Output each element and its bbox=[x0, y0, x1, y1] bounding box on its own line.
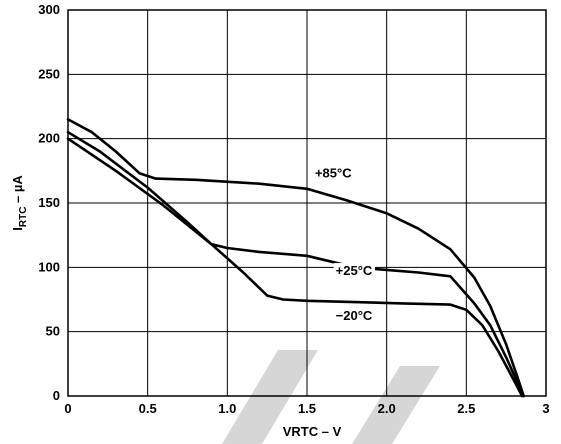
x-tick-label: 2.5 bbox=[457, 401, 475, 416]
series-line bbox=[66, 118, 525, 398]
y-tick-label: 100 bbox=[38, 259, 60, 274]
x-tick-label: 1.0 bbox=[218, 401, 236, 416]
series-label: −20°C bbox=[336, 308, 373, 323]
y-tick-label: 200 bbox=[38, 131, 60, 146]
plot-frame bbox=[67, 9, 547, 397]
x-axis-title: VRTC – V bbox=[283, 424, 342, 439]
grid bbox=[68, 10, 546, 396]
tick-labels: 0 0.5 1.0 1.5 2.0 2.5 3 0 50 100 150 200 250 300 bbox=[38, 2, 549, 416]
x-tick-label: 2.0 bbox=[378, 401, 396, 416]
y-axis-title-main: I bbox=[10, 227, 25, 231]
y-tick-label: 300 bbox=[38, 2, 60, 17]
x-tick-label: 0 bbox=[64, 401, 71, 416]
series-label-background bbox=[333, 308, 375, 324]
y-tick-label: 250 bbox=[38, 66, 60, 81]
series-label-background bbox=[312, 165, 355, 181]
series-label-background bbox=[333, 263, 375, 279]
y-axis-title-rest: – µA bbox=[10, 175, 25, 207]
x-tick-label: 0.5 bbox=[139, 401, 157, 416]
x-tick-label: 1.5 bbox=[298, 401, 316, 416]
y-tick-label: 0 bbox=[53, 388, 60, 403]
series-line bbox=[66, 137, 524, 398]
series-label: +85°C bbox=[315, 165, 352, 180]
watermark bbox=[222, 350, 440, 444]
x-tick-label: 3 bbox=[542, 401, 549, 416]
y-tick-label: 50 bbox=[46, 324, 60, 339]
y-axis-title: IRTC – µA bbox=[10, 175, 29, 231]
curve-labels: +85°C +25°C −20°C bbox=[312, 165, 375, 324]
y-axis-title-sub: RTC bbox=[18, 207, 29, 228]
y-tick-label: 150 bbox=[38, 195, 60, 210]
series-label: +25°C bbox=[336, 263, 373, 278]
